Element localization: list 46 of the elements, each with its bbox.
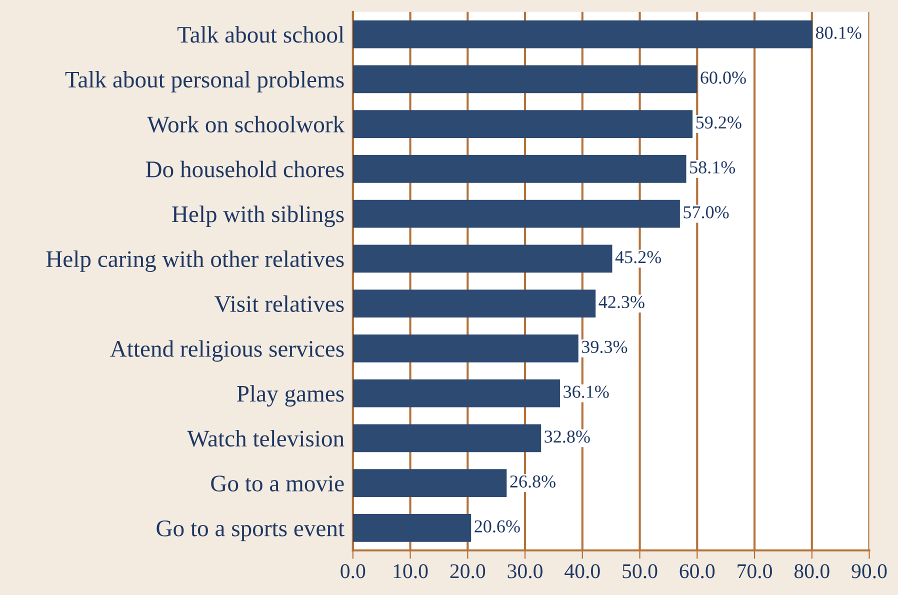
bar [352,65,698,94]
x-tick-label: 20.0 [450,564,486,578]
y-tick-label: Attend religious services [110,340,344,362]
y-tick-label: Go to a movie [211,476,344,492]
data-label: 59.2% [696,116,742,129]
data-label: 42.3% [598,296,644,308]
data-label: 39.3% [582,340,628,354]
y-tick-label: Help with siblings [172,206,344,228]
x-tick-label: 40.0 [564,564,600,578]
y-tick-label: Go to a sports event [156,520,344,542]
bar [352,155,686,183]
x-tick-label: 0.0 [340,564,366,578]
y-tick-label: Watch television [187,430,344,447]
x-tick-label: 80.0 [794,564,830,578]
bar [352,334,578,362]
bar [352,424,542,452]
x-tick-label: 70.0 [738,564,772,578]
bar [352,20,812,48]
bar [352,244,612,273]
y-tick-label: Talk about school [177,26,344,43]
x-tick-label: 50.0 [622,564,658,578]
bar [352,514,472,542]
data-label: 57.0% [684,206,729,218]
bar [352,290,596,318]
data-label: 20.6% [474,520,520,533]
bar [352,110,693,138]
x-tick-label: 90.0 [852,564,887,578]
x-tick-label: 60.0 [680,564,715,578]
bar [352,200,680,228]
data-label: 32.8% [544,430,590,443]
y-tick-label: Talk about personal problems [65,71,344,92]
y-tick-label: Do household chores [146,160,344,178]
bar [352,379,560,408]
data-label: 36.1% [564,386,609,398]
data-label: 58.1% [690,161,736,174]
bar [352,469,507,497]
y-tick-label: Visit relatives [214,295,344,312]
data-label: 45.2% [615,251,662,264]
y-tick-label: Work on schoolwork [147,116,345,133]
y-tick-label: Help caring with other relatives [46,250,344,272]
data-label: 60.0% [700,72,746,84]
y-tick-label: Play games [237,385,344,407]
x-tick-label: 10.0 [394,564,428,578]
x-tick-label: 30.0 [508,564,542,578]
data-label: 80.1% [816,26,862,39]
data-label: 26.8% [510,475,556,488]
